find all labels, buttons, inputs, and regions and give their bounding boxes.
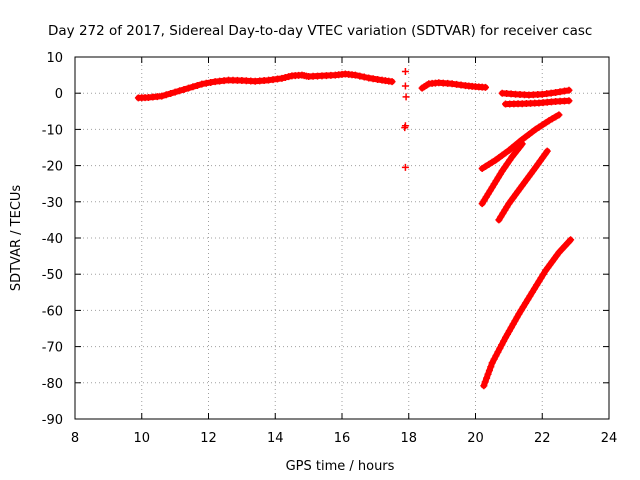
y-tick-label: 10 bbox=[46, 51, 63, 66]
data-point bbox=[401, 82, 409, 90]
x-tick-label: 14 bbox=[267, 431, 284, 446]
y-tick-label: -40 bbox=[42, 232, 63, 247]
data-point bbox=[515, 310, 523, 318]
data-point bbox=[184, 84, 192, 92]
data-point bbox=[522, 299, 530, 307]
x-tick-label: 22 bbox=[534, 431, 551, 446]
data-series bbox=[134, 67, 575, 390]
y-tick-label: -90 bbox=[42, 413, 63, 428]
data-point bbox=[485, 366, 493, 374]
data-point bbox=[530, 285, 538, 293]
data-point bbox=[388, 78, 396, 86]
y-tick-label: 0 bbox=[55, 87, 63, 102]
data-point bbox=[484, 370, 492, 378]
data-point bbox=[498, 167, 506, 175]
data-point bbox=[480, 382, 488, 390]
data-point bbox=[555, 111, 563, 119]
data-point bbox=[506, 156, 514, 164]
data-point bbox=[180, 85, 188, 93]
data-point bbox=[537, 274, 545, 282]
x-tick-label: 18 bbox=[400, 431, 417, 446]
data-point bbox=[517, 306, 525, 314]
y-tick-label: -10 bbox=[42, 123, 63, 138]
data-point bbox=[539, 270, 547, 278]
data-point bbox=[492, 352, 500, 360]
data-point bbox=[171, 88, 179, 96]
data-point bbox=[360, 73, 368, 81]
data-point bbox=[351, 71, 359, 79]
axis-ticks: 8 10 12 14 16 18 20 22 24 10 0 -10 -20 -30 -40 -50 -60 -7… bbox=[42, 51, 618, 446]
data-point bbox=[498, 341, 506, 349]
y-tick-label: -60 bbox=[42, 304, 63, 319]
data-point bbox=[487, 363, 495, 371]
data-point bbox=[401, 67, 409, 75]
x-tick-label: 16 bbox=[334, 431, 351, 446]
data-point bbox=[158, 92, 166, 100]
data-point bbox=[524, 296, 532, 304]
data-point bbox=[162, 91, 170, 99]
data-point bbox=[402, 93, 410, 101]
data-point bbox=[482, 83, 490, 91]
data-point bbox=[528, 288, 536, 296]
data-point bbox=[198, 80, 206, 88]
grid bbox=[75, 57, 609, 419]
data-point bbox=[565, 86, 573, 94]
data-point bbox=[526, 292, 534, 300]
chart-title: Day 272 of 2017, Sidereal Day-to-day VTE… bbox=[48, 23, 592, 39]
x-axis-label: GPS time / hours bbox=[286, 459, 395, 474]
data-point bbox=[500, 337, 508, 345]
data-point bbox=[401, 163, 409, 171]
y-tick-label: -50 bbox=[42, 268, 63, 283]
data-point bbox=[518, 140, 526, 148]
data-point bbox=[202, 79, 210, 87]
x-tick-label: 12 bbox=[200, 431, 217, 446]
data-point bbox=[488, 359, 496, 367]
data-point bbox=[207, 78, 215, 86]
data-point bbox=[193, 81, 201, 89]
data-point bbox=[483, 374, 491, 382]
data-point bbox=[519, 303, 527, 311]
data-point bbox=[496, 344, 504, 352]
data-point bbox=[490, 355, 498, 363]
data-point bbox=[535, 277, 543, 285]
data-point bbox=[533, 281, 541, 289]
series-trace bbox=[135, 71, 396, 101]
data-point bbox=[565, 97, 573, 105]
x-tick-label: 20 bbox=[467, 431, 484, 446]
data-point bbox=[356, 72, 364, 80]
data-point bbox=[543, 147, 551, 155]
x-tick-label: 10 bbox=[133, 431, 150, 446]
x-tick-label: 8 bbox=[71, 431, 79, 446]
y-tick-label: -70 bbox=[42, 341, 63, 356]
data-point bbox=[501, 163, 509, 171]
series-trace bbox=[480, 236, 574, 389]
x-tick-label: 24 bbox=[601, 431, 618, 446]
data-point bbox=[494, 348, 502, 356]
data-point bbox=[567, 236, 575, 244]
y-tick-label: -20 bbox=[42, 160, 63, 175]
y-tick-label: -80 bbox=[42, 377, 63, 392]
data-point bbox=[167, 89, 175, 97]
data-point bbox=[285, 73, 293, 81]
data-point bbox=[176, 87, 184, 95]
data-point bbox=[278, 74, 286, 82]
y-tick-label: -30 bbox=[42, 196, 63, 211]
data-point bbox=[481, 378, 489, 386]
data-point bbox=[503, 160, 511, 168]
data-point bbox=[401, 122, 409, 130]
data-point bbox=[189, 83, 197, 91]
y-axis-label: SDTVAR / TECUs bbox=[9, 185, 24, 292]
data-point bbox=[281, 74, 289, 82]
